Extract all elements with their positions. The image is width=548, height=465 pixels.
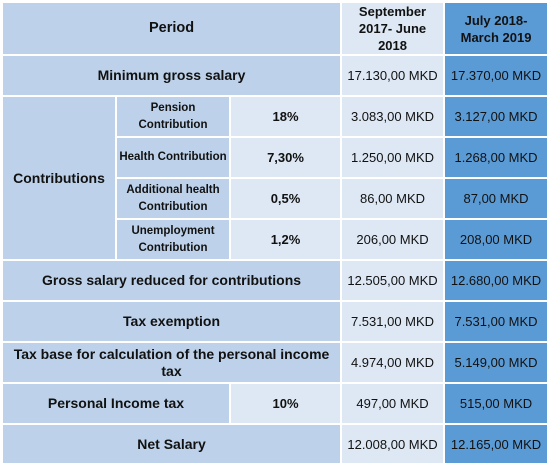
pension-label: Pension Contribution [115, 95, 231, 138]
income-tax-label: Personal Income tax [1, 382, 231, 425]
gross-reduced-label: Gross salary reduced for contributions [0, 259, 343, 302]
net-salary-value-1: 12.008,00 MKD [340, 423, 446, 465]
tax-base-value-2: 5.149,00 MKD [443, 341, 548, 384]
header-row: Period September 2017- June 2018 July 20… [0, 1, 548, 56]
additional-health-label: Additional health Contribution [115, 177, 231, 220]
income-tax-value-1: 497,00 MKD [340, 382, 446, 425]
additional-health-row: Additional health Contribution 0,5% 86,0… [2, 177, 548, 220]
health-value-2: 1.268,00 MKD [443, 136, 548, 179]
unemployment-value-2: 208,00 MKD [443, 218, 548, 261]
net-salary-value-2: 12.165,00 MKD [443, 423, 548, 465]
health-row: Health Contribution 7,30% 1.250,00 MKD 1… [2, 136, 548, 179]
tax-base-row: Tax base for calculation of the personal… [0, 341, 548, 384]
pension-value-2: 3.127,00 MKD [443, 95, 548, 138]
period-2-header: July 2018- March 2019 [443, 1, 548, 56]
period-header: Period [0, 1, 343, 56]
net-salary-row: Net Salary 12.008,00 MKD 12.165,00 MKD [0, 423, 548, 465]
min-gross-label: Minimum gross salary [0, 54, 343, 97]
tax-base-value-1: 4.974,00 MKD [340, 341, 446, 384]
tax-exemption-row: Tax exemption 7.531,00 MKD 7.531,00 MKD [0, 300, 548, 343]
health-label: Health Contribution [115, 136, 231, 179]
unemployment-rate: 1,2% [228, 218, 343, 261]
pension-rate: 18% [228, 95, 343, 138]
additional-health-rate: 0,5% [228, 177, 343, 220]
unemployment-value-1: 206,00 MKD [340, 218, 446, 261]
tax-base-label: Tax base for calculation of the personal… [0, 341, 343, 384]
gross-reduced-value-1: 12.505,00 MKD [340, 259, 446, 302]
period-1-header: September 2017- June 2018 [340, 1, 446, 56]
income-tax-rate: 10% [228, 382, 343, 425]
pension-value-1: 3.083,00 MKD [340, 95, 446, 138]
gross-reduced-value-2: 12.680,00 MKD [443, 259, 548, 302]
unemployment-label: Unemployment Contribution [115, 218, 231, 261]
min-gross-value-1: 17.130,00 MKD [340, 54, 446, 97]
min-gross-row: Minimum gross salary 17.130,00 MKD 17.37… [0, 54, 548, 97]
contributions-label: Contributions [1, 95, 117, 261]
health-rate: 7,30% [228, 136, 343, 179]
tax-exemption-value-1: 7.531,00 MKD [340, 300, 446, 343]
unemployment-row: Unemployment Contribution 1,2% 206,00 MK… [2, 218, 548, 261]
pension-row: Contributions Pension Contribution 18% 3… [1, 95, 548, 261]
health-value-1: 1.250,00 MKD [340, 136, 446, 179]
net-salary-label: Net Salary [0, 423, 343, 465]
income-tax-row: Personal Income tax 10% 497,00 MKD 515,0… [1, 382, 548, 425]
income-tax-value-2: 515,00 MKD [443, 382, 548, 425]
gross-reduced-row: Gross salary reduced for contributions 1… [0, 259, 548, 302]
min-gross-value-2: 17.370,00 MKD [443, 54, 548, 97]
tax-exemption-value-2: 7.531,00 MKD [443, 300, 548, 343]
additional-health-value-1: 86,00 MKD [340, 177, 446, 220]
additional-health-value-2: 87,00 MKD [443, 177, 548, 220]
tax-exemption-label: Tax exemption [0, 300, 343, 343]
